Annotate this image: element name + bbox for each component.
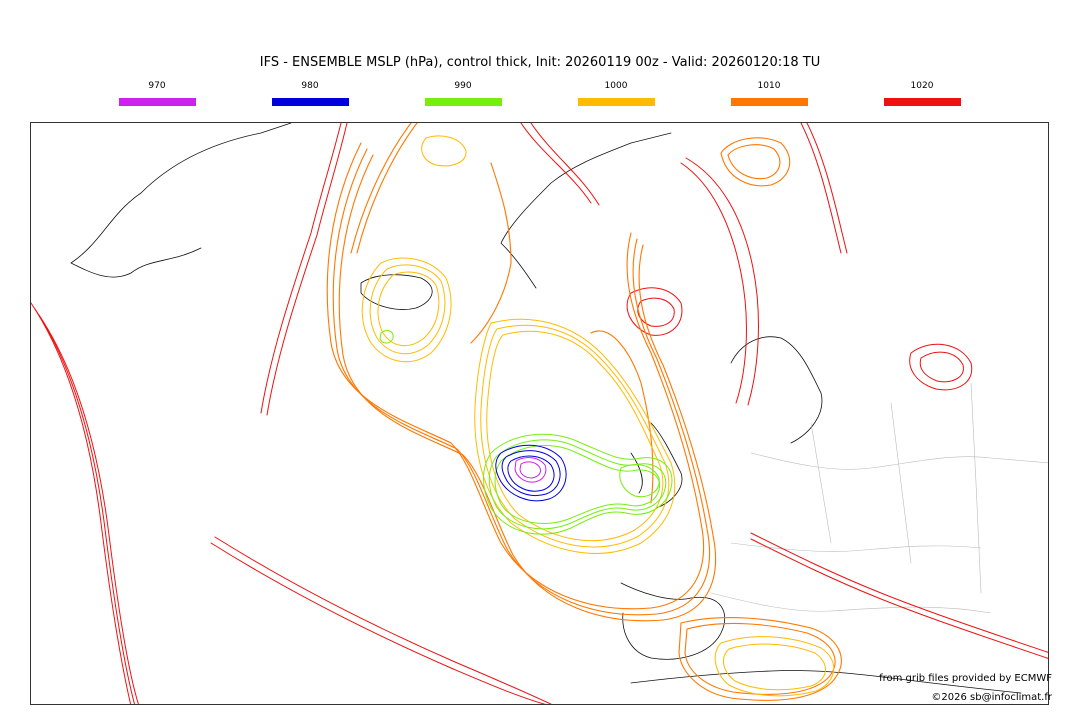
legend-label: 1020 <box>910 81 934 91</box>
legend-item-1010: 1010 <box>729 80 809 106</box>
legend-label: 980 <box>301 81 319 91</box>
scandinavia-coast <box>730 336 823 444</box>
legend-item-970: 970 <box>117 80 197 106</box>
country-borders <box>710 382 1048 614</box>
legend-item-1020: 1020 <box>882 80 962 106</box>
norway-coast <box>500 132 672 289</box>
isobars-970 <box>514 457 547 483</box>
isobars-1020 <box>31 123 1048 704</box>
africa-coast <box>630 670 1022 694</box>
isobars-990 <box>379 330 673 535</box>
iberia-coast <box>620 582 726 660</box>
chart-title: IFS - ENSEMBLE MSLP (hPa), control thick… <box>259 55 821 70</box>
legend-swatch <box>271 98 349 106</box>
greenland-coast <box>70 123 292 278</box>
legend-swatch <box>730 98 808 106</box>
isobars-1010 <box>326 123 842 701</box>
iceland-coast <box>360 274 433 310</box>
legend-item-990: 990 <box>423 80 503 106</box>
legend-label: 970 <box>148 81 166 91</box>
pressure-map <box>30 122 1049 705</box>
legend-label: 1010 <box>757 81 781 91</box>
legend-item-980: 980 <box>270 80 350 106</box>
copyright-credit: ©2026 sb@infoclimat.fr <box>931 692 1052 703</box>
british-isles-coast <box>630 422 683 509</box>
legend-item-1000: 1000 <box>576 80 656 106</box>
coastlines <box>70 123 1022 694</box>
map-canvas <box>31 123 1048 704</box>
legend-label: 990 <box>454 81 472 91</box>
legend-swatch <box>424 98 502 106</box>
legend-swatch <box>118 98 196 106</box>
legend-swatch <box>883 98 961 106</box>
isobars-980 <box>495 444 567 502</box>
legend-swatch <box>577 98 655 106</box>
legend-label: 1000 <box>604 81 628 91</box>
isobars-1000 <box>361 135 835 697</box>
source-credit: from grib files provided by ECMWF <box>879 673 1052 684</box>
